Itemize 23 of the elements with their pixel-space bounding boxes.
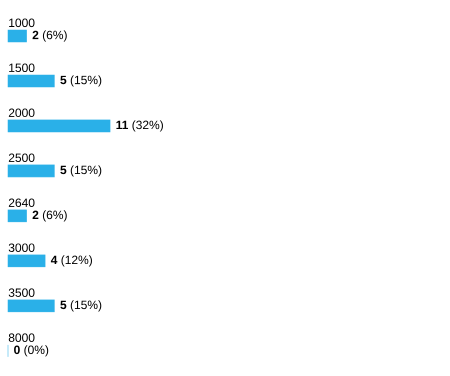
y-tick-label: 1500 (9, 64, 34, 72)
bar (8, 30, 27, 42)
bar (8, 120, 110, 132)
data-label: 2 (6%) (32, 30, 67, 42)
bar (8, 300, 55, 312)
y-tick-label: 2000 (8, 108, 34, 118)
bar (8, 210, 27, 222)
y-tick-label: 3000 (8, 243, 34, 252)
y-tick-label: 2500 (8, 153, 34, 162)
data-label: 4 (12%) (50, 255, 92, 266)
data-label: 2 (6%) (32, 210, 67, 222)
y-tick-label: 1000 (9, 18, 34, 28)
bar (8, 254, 46, 268)
data-label: 5 (15%) (60, 165, 102, 177)
data-label: 5 (15%) (60, 75, 102, 87)
bar (8, 164, 55, 178)
y-tick-label: 8000 (8, 333, 34, 342)
bar (8, 74, 55, 88)
data-label: 0 (0%) (14, 345, 48, 356)
y-tick-label: 3500 (8, 288, 34, 297)
data-label: 11 (32%) (116, 120, 163, 132)
data-label: 5 (15%) (60, 300, 102, 312)
y-tick-label: 2640 (8, 198, 34, 207)
